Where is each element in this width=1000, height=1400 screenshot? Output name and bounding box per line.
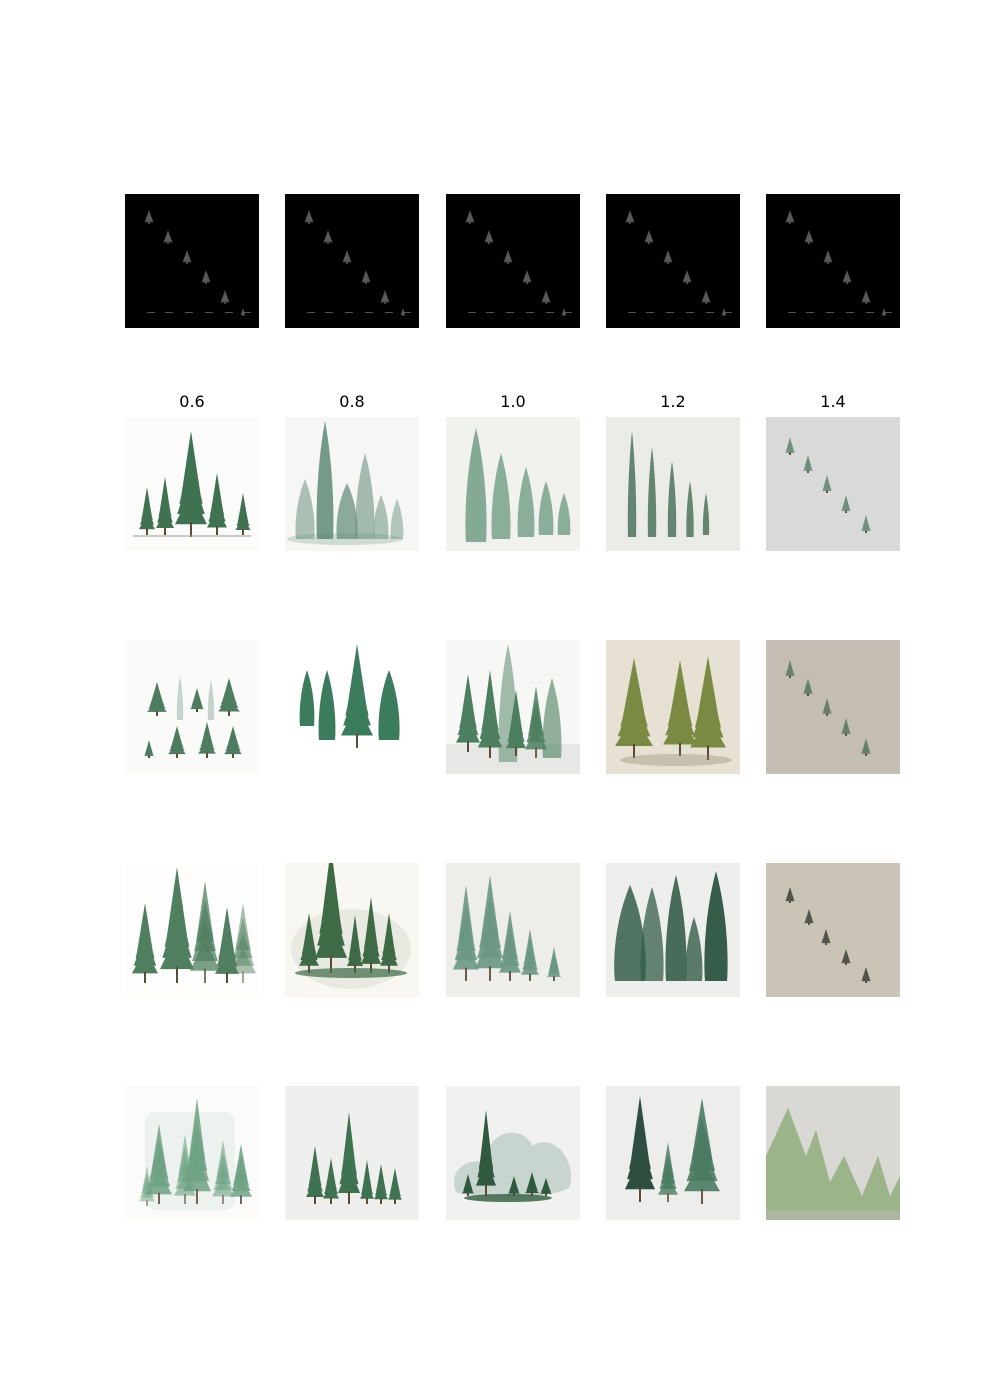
sample-row-1-cell-3 bbox=[606, 417, 740, 551]
control-image-row-cell-2 bbox=[446, 194, 580, 328]
sample-row-4-cell-4 bbox=[766, 1086, 900, 1220]
tree-illustration bbox=[285, 863, 419, 997]
tree-illustration bbox=[125, 417, 259, 551]
tree-illustration bbox=[446, 1086, 580, 1220]
sample-row-2-cell-4 bbox=[766, 640, 900, 774]
tree-illustration bbox=[766, 194, 900, 328]
control-image-row-cell-1 bbox=[285, 194, 419, 328]
tree-illustration bbox=[766, 640, 900, 774]
column-label-2: 1.0 bbox=[500, 392, 526, 411]
tree-illustration bbox=[285, 194, 419, 328]
tree-illustration bbox=[766, 417, 900, 551]
tree-illustration bbox=[125, 194, 259, 328]
sample-row-3-cell-3 bbox=[606, 863, 740, 997]
tree-illustration bbox=[446, 194, 580, 328]
sample-row-4-cell-0 bbox=[125, 1086, 259, 1220]
tree-illustration bbox=[606, 640, 740, 774]
sample-row-3-cell-0 bbox=[125, 863, 259, 997]
control-image-row-cell-4 bbox=[766, 194, 900, 328]
sample-row-1-cell-2 bbox=[446, 417, 580, 551]
sample-row-3-cell-4 bbox=[766, 863, 900, 997]
tree-illustration bbox=[606, 863, 740, 997]
tree-illustration bbox=[125, 1086, 259, 1220]
sample-row-3-cell-1 bbox=[285, 863, 419, 997]
sample-row-2-cell-0 bbox=[125, 640, 259, 774]
tree-illustration bbox=[766, 1086, 900, 1220]
tree-illustration bbox=[606, 194, 740, 328]
control-image-row-cell-3 bbox=[606, 194, 740, 328]
tree-illustration bbox=[446, 863, 580, 997]
sample-row-4-cell-1 bbox=[285, 1086, 419, 1220]
sample-row-1-cell-4 bbox=[766, 417, 900, 551]
sample-row-4-cell-2 bbox=[446, 1086, 580, 1220]
control-image-row-cell-0 bbox=[125, 194, 259, 328]
tree-illustration bbox=[125, 640, 259, 774]
sample-row-4-cell-3 bbox=[606, 1086, 740, 1220]
sample-row-3-cell-2 bbox=[446, 863, 580, 997]
tree-illustration bbox=[285, 417, 419, 551]
column-label-4: 1.4 bbox=[820, 392, 846, 411]
column-label-1: 0.8 bbox=[339, 392, 365, 411]
tree-illustration bbox=[446, 640, 580, 774]
tree-illustration bbox=[285, 1086, 419, 1220]
tree-illustration bbox=[446, 417, 580, 551]
tree-illustration bbox=[606, 1086, 740, 1220]
sample-row-2-cell-2 bbox=[446, 640, 580, 774]
tree-illustration bbox=[766, 863, 900, 997]
sample-row-1-cell-0 bbox=[125, 417, 259, 551]
column-label-0: 0.6 bbox=[179, 392, 205, 411]
tree-illustration bbox=[125, 863, 259, 997]
tree-illustration bbox=[606, 417, 740, 551]
sample-row-1-cell-1 bbox=[285, 417, 419, 551]
tree-illustration bbox=[285, 640, 419, 774]
sample-row-2-cell-3 bbox=[606, 640, 740, 774]
sample-row-2-cell-1 bbox=[285, 640, 419, 774]
column-label-3: 1.2 bbox=[660, 392, 686, 411]
